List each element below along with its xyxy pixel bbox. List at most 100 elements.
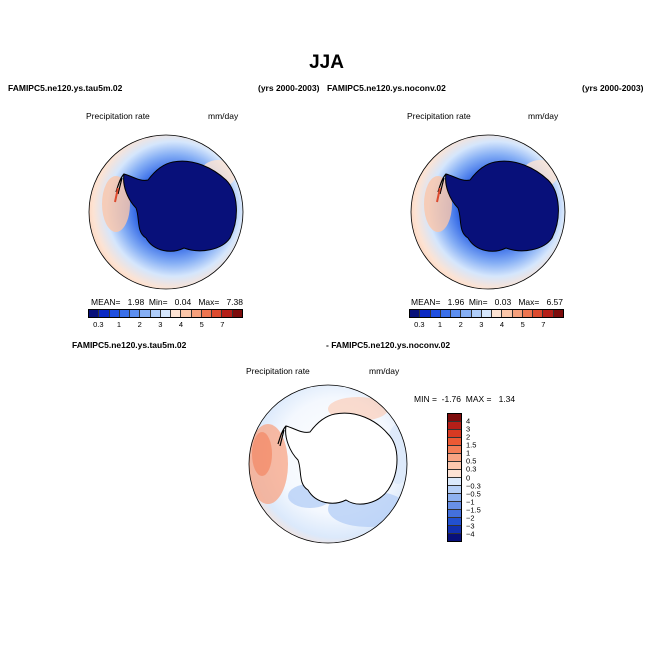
left-colorbar-swatch [181, 310, 192, 317]
diff-colorbar-swatch [448, 430, 461, 438]
right-colorbar-swatch [420, 310, 431, 317]
left-colorbar-tick-label: 2 [137, 320, 142, 329]
left-colorbar-tick-label: 5 [199, 320, 204, 329]
left-colorbar-tick-label: 4 [178, 320, 184, 329]
right-variable: Precipitation rate [407, 111, 471, 121]
diff-colorbar [447, 413, 462, 542]
diff-colorbar-tick-label: −1.5 [466, 505, 481, 515]
right-colorbar-swatch [481, 310, 493, 317]
left-stats: MEAN= 1.98 Min= 0.04 Max= 7.38 [91, 297, 243, 307]
right-colorbar-swatch [410, 310, 421, 317]
right-colorbar-swatch [451, 310, 462, 317]
diff-colorbar-tick-label: −0.5 [466, 489, 481, 499]
right-colorbar-tick-label: 2 [458, 320, 463, 329]
left-colorbar-swatch [191, 310, 202, 317]
diff-colorbar-tick-label: 2 [466, 432, 471, 442]
left-colorbar-swatch [201, 310, 213, 317]
right-colorbar-swatch [522, 310, 534, 317]
left-years: (yrs 2000-2003) [258, 83, 320, 93]
left-colorbar-swatch [232, 310, 242, 317]
left-colorbar-swatch [150, 310, 161, 317]
diff-colorbar-tick-label: 1.5 [466, 440, 477, 450]
diff-colorbar-swatch [448, 438, 461, 446]
diff-colorbar-tick-label: 0 [466, 473, 471, 482]
right-years: (yrs 2000-2003) [582, 83, 644, 93]
diff-colorbar-swatch [448, 518, 461, 526]
right-colorbar-swatch [440, 310, 452, 317]
right-colorbar-swatch [533, 310, 544, 317]
right-colorbar-ticks: 0.3 1 2 3 4 5 7 [409, 320, 564, 330]
left-colorbar-tick-label: 3 [158, 320, 163, 329]
right-polar-map [410, 134, 566, 290]
diff-colorbar-tick-label: −3 [466, 521, 475, 531]
right-stats: MEAN= 1.96 Min= 0.03 Max= 6.57 [411, 297, 563, 307]
left-colorbar-tick-label: 7 [220, 320, 225, 329]
left-colorbar-swatch [99, 310, 110, 317]
left-colorbar-swatch [89, 310, 100, 317]
diff-colorbar-swatch [448, 454, 461, 462]
diff-colorbar-swatch [448, 446, 461, 454]
diff-colorbar-tick-label: 0.5 [466, 456, 477, 466]
page-title: JJA [309, 52, 344, 73]
left-colorbar-swatch [171, 310, 182, 317]
left-colorbar-swatch [109, 310, 120, 317]
diff-colorbar-tick-label: −0.3 [466, 481, 481, 491]
diff-units: mm/day [369, 366, 400, 376]
right-colorbar-swatch [430, 310, 441, 317]
diff-colorbar-swatch [448, 422, 461, 430]
left-case-name: FAMIPC5.ne120.ys.tau5m.02 [8, 83, 123, 93]
diff-polar-map [248, 384, 408, 544]
left-colorbar-tick-label: 1 [116, 320, 122, 329]
left-colorbar-swatch [119, 310, 131, 317]
diff-colorbar-swatch [448, 478, 461, 486]
diff-colorbar-swatch [448, 470, 461, 478]
left-colorbar-ticks: 0.3 1 2 3 4 5 7 [88, 320, 243, 330]
diff-case-b: - FAMIPC5.ne120.ys.noconv.02 [326, 340, 451, 350]
right-colorbar-swatch [502, 310, 513, 317]
diff-colorbar-swatch [448, 534, 461, 541]
left-units: mm/day [208, 111, 239, 121]
right-colorbar-tick-label: 0.3 [414, 320, 425, 329]
diff-colorbar-tick-label: 3 [466, 424, 471, 434]
diff-colorbar-swatch [448, 502, 461, 510]
right-colorbar-swatch [471, 310, 482, 317]
diff-colorbar-swatch [448, 510, 461, 518]
right-case-name: FAMIPC5.ne120.ys.noconv.02 [327, 83, 446, 93]
left-polar-map [88, 134, 244, 290]
right-colorbar-tick-label: 7 [541, 320, 546, 329]
right-colorbar-tick-label: 1 [437, 320, 443, 329]
right-colorbar-swatch [553, 310, 563, 317]
diff-colorbar-swatch [448, 526, 461, 534]
diff-colorbar-tick-label: 0.3 [466, 464, 477, 474]
diff-case-a: FAMIPC5.ne120.ys.tau5m.02 [72, 340, 187, 350]
diff-stats: MIN = -1.76 MAX = 1.34 [414, 394, 516, 404]
right-colorbar-swatch [461, 310, 472, 317]
diff-colorbar-tick-label: 1 [466, 448, 471, 458]
diff-colorbar-tick-label: −1 [466, 497, 475, 507]
diff-colorbar-tick-label: −4 [466, 529, 475, 539]
diff-colorbar-ticks: 4 3 2 1.5 1 0.5 0.3 0 −0.3 −0.5 −1 −1.5 −2 −3 −4 [466, 413, 496, 542]
right-colorbar-swatch [492, 310, 503, 317]
diff-colorbar-tick-label: −2 [466, 513, 475, 523]
diff-colorbar-swatch [448, 414, 461, 422]
left-colorbar-tick-label: 0.3 [93, 320, 104, 329]
right-colorbar-swatch [512, 310, 523, 317]
left-colorbar [88, 309, 243, 318]
left-colorbar-swatch [140, 310, 151, 317]
left-variable: Precipitation rate [86, 111, 150, 121]
right-colorbar [409, 309, 564, 318]
left-colorbar-swatch [222, 310, 233, 317]
right-colorbar-tick-label: 3 [479, 320, 484, 329]
diff-colorbar-swatch [448, 462, 461, 470]
right-colorbar-tick-label: 5 [520, 320, 525, 329]
right-units: mm/day [528, 111, 559, 121]
left-colorbar-swatch [212, 310, 223, 317]
diff-colorbar-swatch [448, 494, 461, 502]
left-colorbar-swatch [160, 310, 172, 317]
right-colorbar-swatch [543, 310, 554, 317]
diff-colorbar-tick-label: 4 [466, 416, 471, 426]
right-colorbar-tick-label: 4 [499, 320, 505, 329]
diff-variable: Precipitation rate [246, 366, 310, 376]
diff-colorbar-swatch [448, 486, 461, 494]
left-colorbar-swatch [130, 310, 141, 317]
